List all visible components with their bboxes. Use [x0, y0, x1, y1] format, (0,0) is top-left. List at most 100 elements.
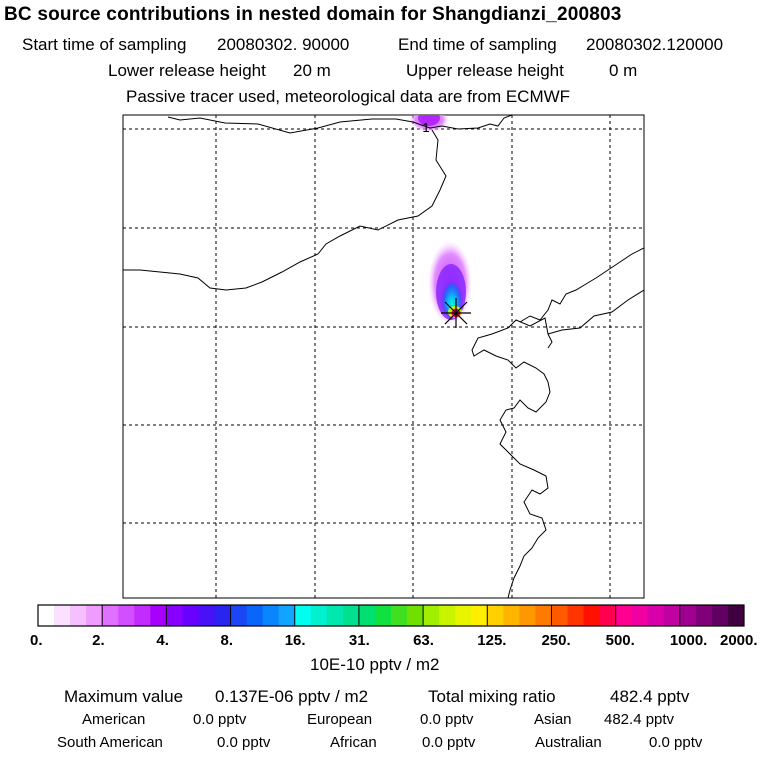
colorbar-tick-label: 31.	[349, 632, 370, 649]
colorbar-tick-label: 250.	[541, 632, 570, 649]
colorbar-cell	[38, 605, 55, 626]
colorbar-cell	[374, 605, 392, 626]
region-asian-value: 482.4 pptv	[604, 711, 675, 728]
northern-plume-core	[418, 115, 440, 126]
colorbar-cell	[326, 605, 344, 626]
region-asian-label: Asian	[534, 711, 572, 728]
colorbar-cell	[647, 605, 665, 626]
colorbar-cell	[503, 605, 520, 626]
region-american-label: American	[82, 711, 146, 728]
colorbar-cell	[310, 605, 328, 626]
colorbar-cell	[230, 605, 248, 626]
northern-border	[167, 115, 513, 134]
receptor-marker	[441, 298, 471, 328]
colorbar-cell	[519, 605, 536, 626]
colorbar-cell	[86, 605, 103, 626]
colorbar-tick-label: 500.	[606, 632, 635, 649]
colorbar-cell	[535, 605, 552, 626]
end-sampling-label: End time of sampling	[398, 35, 557, 54]
colorbar-cell	[487, 605, 504, 626]
colorbar-cell	[439, 605, 456, 626]
colorbar-cell	[711, 605, 729, 626]
colorbar-unit-label: 10E-10 pptv / m2	[310, 655, 440, 674]
colorbar-cell	[262, 605, 280, 626]
region-australian-value: 0.0 pptv	[649, 734, 703, 751]
region-south-american-label: South American	[57, 734, 163, 751]
colorbar-tick-label: 125.	[477, 632, 506, 649]
colorbar-cell	[391, 605, 408, 626]
colorbar-cell	[214, 605, 232, 626]
colorbar-cell	[166, 605, 183, 626]
tracer-note: Passive tracer used, meteorological data…	[126, 87, 571, 106]
colorbar-tick-label: 2.	[92, 632, 105, 649]
colorbar-cell	[599, 605, 617, 626]
colorbar-cell	[246, 605, 264, 626]
colorbar-cell	[727, 605, 745, 626]
bohai-coast	[547, 333, 553, 349]
upper-release-label: Upper release height	[406, 61, 564, 80]
colorbar-cell	[551, 605, 568, 626]
mongolia-border	[123, 129, 447, 291]
colorbar-cell	[471, 605, 488, 626]
colorbar-cell	[118, 605, 135, 626]
max-value-label: Maximum value	[64, 687, 184, 706]
map-panel: 1	[122, 114, 645, 599]
colorbar-cell	[567, 605, 585, 626]
region-south-american-value: 0.0 pptv	[217, 734, 271, 751]
region-american-value: 0.0 pptv	[193, 711, 247, 728]
colorbar-tick-label: 0.	[30, 632, 43, 649]
colorbar-cell	[150, 605, 167, 626]
colorbar-tick-label: 16.	[285, 632, 306, 649]
colorbar: 0. 2. 4. 8. 16. 31. 63. 125. 250. 500. 1000. 2000.	[30, 604, 758, 649]
region-african-value: 0.0 pptv	[422, 734, 476, 751]
coastlines-borders	[123, 115, 644, 598]
map-frame	[122, 114, 645, 599]
colorbar-cell	[54, 605, 71, 626]
colorbar-cell	[294, 605, 312, 626]
total-mixing-label: Total mixing ratio	[428, 687, 556, 706]
region-african-label: African	[330, 734, 377, 751]
region-european-value: 0.0 pptv	[420, 711, 474, 728]
colorbar-cell	[455, 605, 472, 626]
start-sampling-label: Start time of sampling	[22, 35, 187, 54]
total-mixing-value: 482.4 pptv	[610, 687, 690, 706]
colorbar-cell	[407, 605, 424, 626]
colorbar-tick-label: 4.	[156, 632, 169, 649]
colorbar-cell	[198, 605, 215, 626]
colorbar-cell	[134, 605, 151, 626]
map-content	[123, 115, 644, 598]
coastline-east	[471, 289, 644, 598]
colorbar-tick-label: 2000.	[720, 632, 758, 649]
end-sampling-value: 20080302.120000	[586, 35, 724, 54]
colorbar-cell	[679, 605, 697, 626]
colorbar-cell	[278, 605, 296, 626]
upper-release-value: 0 m	[609, 61, 638, 80]
colorbar-cell	[182, 605, 199, 626]
colorbar-cell	[358, 605, 376, 626]
colorbar-ticks: 0. 2. 4. 8. 16. 31. 63. 125. 250. 500. 1000. 2000.	[30, 605, 758, 649]
colorbar-cell	[423, 605, 440, 626]
max-value: 0.137E-06 pptv / m2	[215, 687, 369, 706]
colorbar-tick-label: 63.	[413, 632, 434, 649]
colorbar-cell	[663, 605, 681, 626]
korea-border	[519, 247, 644, 323]
colorbar-cell	[631, 605, 649, 626]
colorbar-cell	[583, 605, 601, 626]
colorbar-tick-label: 8.	[221, 632, 234, 649]
colorbar-cell	[102, 605, 119, 626]
start-sampling-value: 20080302. 90000	[217, 35, 350, 54]
colorbar-cell	[342, 605, 360, 626]
lat-lon-grid	[123, 115, 644, 598]
colorbar-cells	[37, 604, 745, 627]
colorbar-cell	[615, 605, 633, 626]
colorbar-cell	[70, 605, 87, 626]
northern-blob-label: 1	[422, 120, 429, 135]
region-australian-label: Australian	[535, 734, 602, 751]
colorbar-cell	[695, 605, 713, 626]
lower-release-label: Lower release height	[108, 61, 266, 80]
region-european-label: European	[307, 711, 373, 728]
chart-title: BC source contributions in nested domain…	[4, 4, 622, 25]
lower-release-value: 20 m	[293, 61, 331, 80]
colorbar-frame	[37, 604, 745, 627]
colorbar-tick-label: 1000.	[670, 632, 708, 649]
